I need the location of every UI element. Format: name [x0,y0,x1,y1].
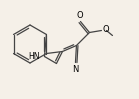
Text: O: O [102,25,109,34]
Text: N: N [72,66,79,75]
Text: O: O [76,10,83,20]
Text: HN: HN [28,52,39,61]
